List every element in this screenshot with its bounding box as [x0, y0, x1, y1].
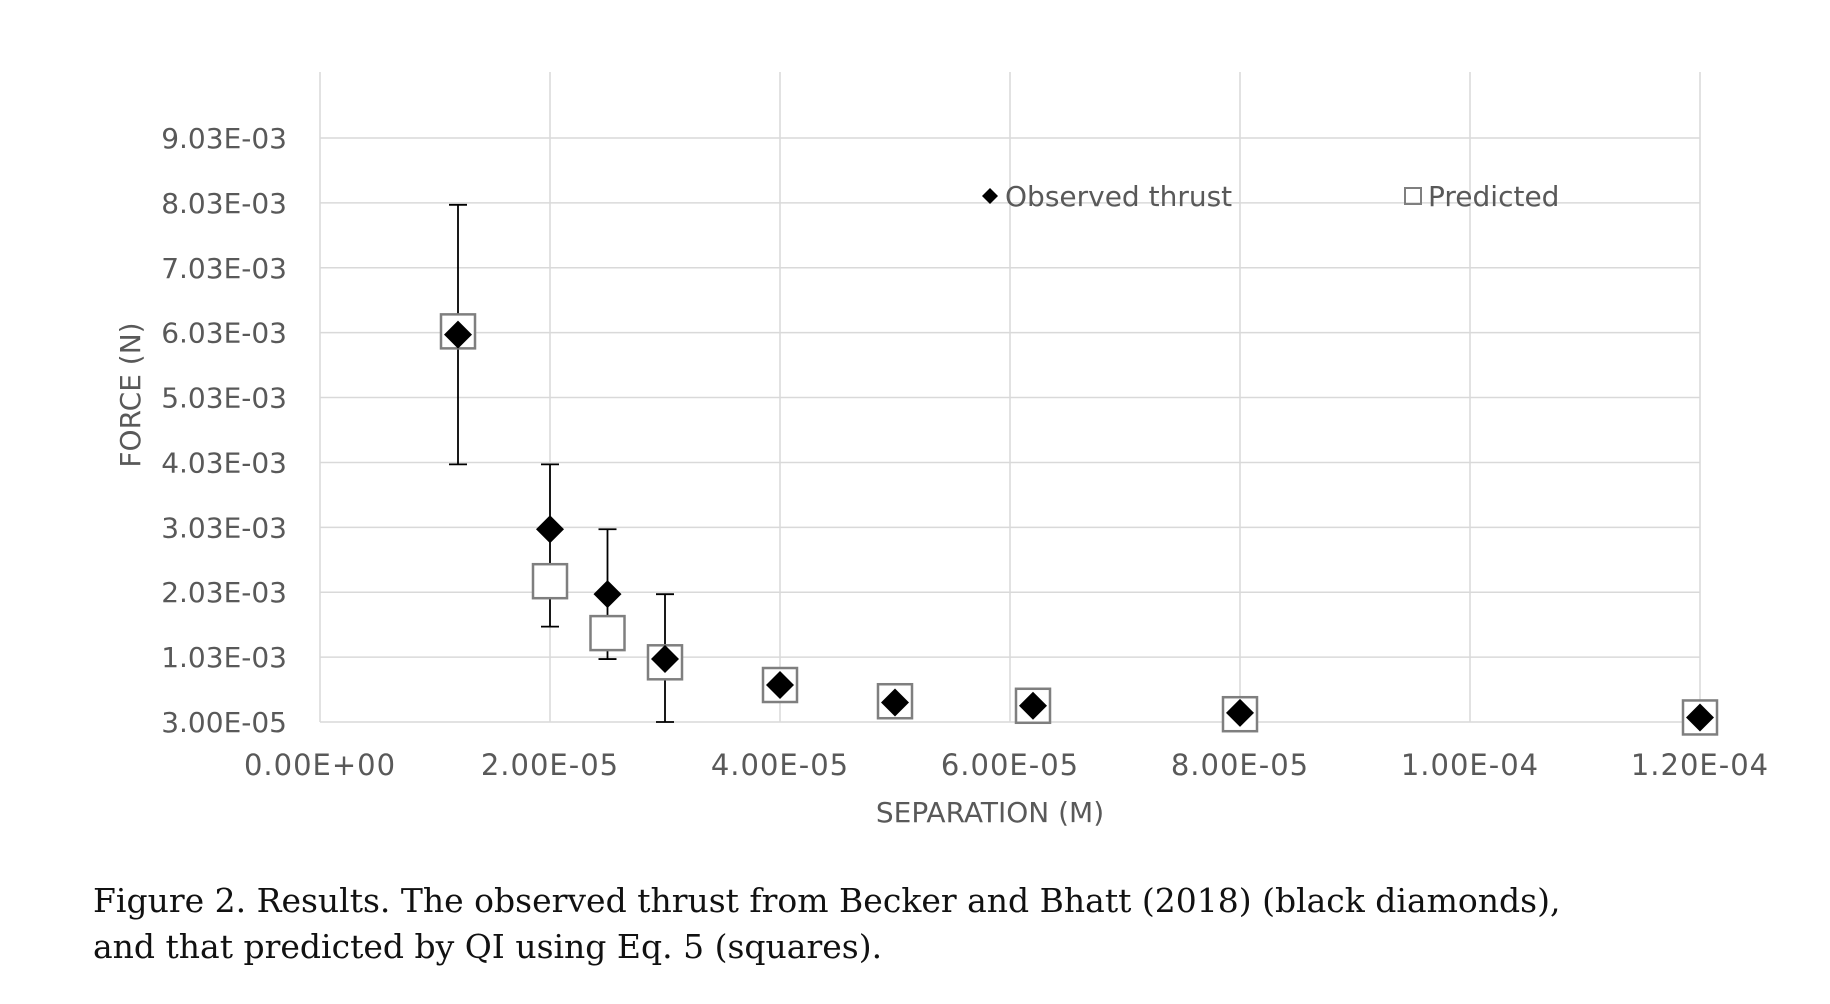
error-bars	[449, 203, 674, 723]
observed-point	[881, 688, 909, 717]
legend: Observed thrust Predicted	[982, 180, 1559, 213]
y-tick-labels: 3.00E-05 1.03E-03 2.03E-03 3.03E-03 4.03E-03…	[161, 122, 287, 739]
predicted-point	[531, 562, 569, 600]
error-bar	[541, 463, 559, 628]
legend-observed-marker	[982, 188, 998, 204]
x-tick-label: 2.00E-05	[481, 748, 619, 782]
grid-lines	[319, 72, 1701, 723]
legend-observed-label: Observed thrust	[1005, 180, 1232, 213]
y-tick-label: 6.03E-03	[161, 317, 287, 350]
x-tick-label: 8.00E-05	[1171, 748, 1309, 782]
x-tick-labels: 0.00E+00 2.00E-05 4.00E-05 6.00E-05 8.00E-05…	[244, 748, 1769, 782]
observed-point	[536, 515, 564, 544]
predicted-markers	[439, 313, 1719, 736]
x-tick-label: 1.00E-04	[1401, 748, 1539, 782]
observed-point	[651, 645, 679, 674]
y-tick-label: 9.03E-03	[161, 122, 287, 155]
y-tick-label: 3.03E-03	[161, 511, 287, 544]
chart-figure: 3.00E-05 1.03E-03 2.03E-03 3.03E-03 4.03E-03…	[114, 72, 1769, 829]
observed-point	[766, 671, 794, 700]
observed-markers	[444, 320, 1714, 732]
x-tick-label: 0.00E+00	[244, 748, 396, 782]
predicted-point	[589, 614, 626, 652]
observed-point	[1019, 691, 1047, 720]
observed-point	[593, 580, 622, 609]
x-tick-label: 4.00E-05	[711, 748, 849, 782]
observed-point	[1226, 698, 1254, 727]
x-tick-label: 1.20E-04	[1631, 748, 1769, 782]
figure-caption: Figure 2. Results. The observed thrust f…	[93, 881, 1561, 966]
y-tick-label: 1.03E-03	[161, 641, 287, 674]
y-tick-label: 2.03E-03	[161, 576, 287, 609]
y-axis-title: FORCE (N)	[114, 322, 147, 467]
x-axis-title: SEPARATION (M)	[876, 796, 1104, 829]
y-tick-label: 7.03E-03	[161, 252, 287, 285]
legend-predicted-label: Predicted	[1428, 180, 1559, 213]
y-tick-label: 4.03E-03	[161, 446, 287, 479]
legend-predicted-marker	[1404, 187, 1422, 205]
observed-point	[1686, 703, 1714, 732]
x-tick-label: 6.00E-05	[941, 748, 1079, 782]
y-tick-label: 3.00E-05	[161, 706, 287, 739]
observed-point	[444, 320, 472, 349]
y-tick-label: 8.03E-03	[161, 187, 287, 220]
y-tick-label: 5.03E-03	[161, 382, 287, 415]
